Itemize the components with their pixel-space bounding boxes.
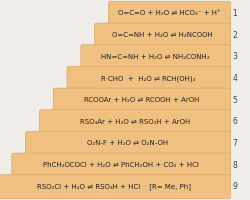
- FancyBboxPatch shape: [80, 45, 230, 69]
- Text: O=C=NH + H₂O ⇌ H₂NCOOH: O=C=NH + H₂O ⇌ H₂NCOOH: [112, 32, 212, 38]
- Text: RSO₂Cl + H₂O ⇌ RSO₃H + HCl    [R= Me, Ph]: RSO₂Cl + H₂O ⇌ RSO₃H + HCl [R= Me, Ph]: [37, 183, 190, 190]
- FancyBboxPatch shape: [39, 110, 230, 134]
- FancyBboxPatch shape: [67, 66, 230, 90]
- Text: RSO₃Ar + H₂O ⇌ RSO₃H + ArOH: RSO₃Ar + H₂O ⇌ RSO₃H + ArOH: [80, 119, 189, 125]
- Text: O=C=O + H₂O ⇌ HCO₃⁻ + H⁺: O=C=O + H₂O ⇌ HCO₃⁻ + H⁺: [118, 10, 220, 16]
- Text: 9: 9: [231, 182, 236, 191]
- Text: 6: 6: [231, 117, 236, 126]
- FancyBboxPatch shape: [53, 88, 230, 112]
- Text: 2: 2: [232, 31, 236, 40]
- Text: 7: 7: [231, 139, 236, 148]
- Text: R·CHO  +  H₂O ⇌ RCH(OH)₂: R·CHO + H₂O ⇌ RCH(OH)₂: [101, 75, 195, 82]
- FancyBboxPatch shape: [108, 1, 230, 25]
- FancyBboxPatch shape: [0, 175, 230, 199]
- Text: 1: 1: [232, 9, 236, 18]
- Text: PhCH₂OCOCl + H₂O ⇌ PhCH₂OH + CO₂ + HCl: PhCH₂OCOCl + H₂O ⇌ PhCH₂OH + CO₂ + HCl: [43, 162, 198, 168]
- Text: 5: 5: [231, 96, 236, 105]
- Text: O₂N-F + H₂O ⇌ O₂N-OH: O₂N-F + H₂O ⇌ O₂N-OH: [87, 140, 168, 146]
- Text: 3: 3: [231, 52, 236, 61]
- Text: HN=C=NH + H₂O ⇌ NH₂CONH₂: HN=C=NH + H₂O ⇌ NH₂CONH₂: [101, 54, 209, 60]
- FancyBboxPatch shape: [94, 23, 230, 47]
- FancyBboxPatch shape: [12, 153, 230, 177]
- FancyBboxPatch shape: [26, 131, 230, 155]
- Text: 8: 8: [232, 161, 236, 170]
- Text: 4: 4: [231, 74, 236, 83]
- Text: RCOOAr + H₂O ⇌ RCOOH + ArOH: RCOOAr + H₂O ⇌ RCOOH + ArOH: [84, 97, 199, 103]
